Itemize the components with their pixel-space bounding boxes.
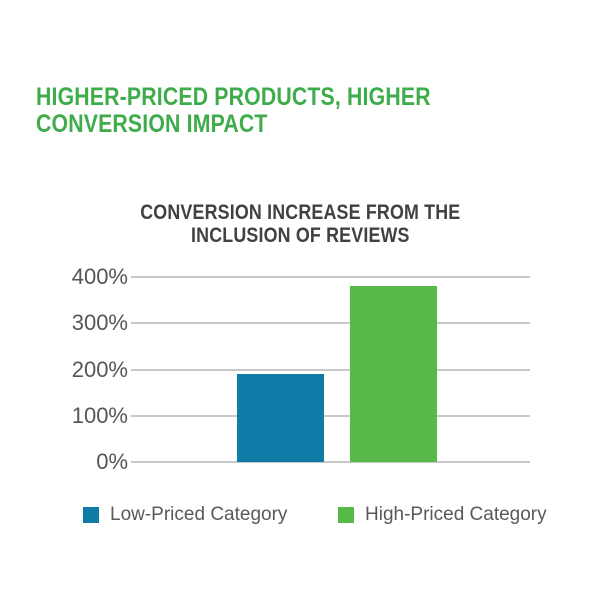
- legend-item-high-priced: High-Priced Category: [338, 505, 547, 524]
- legend-label-high-priced: High-Priced Category: [365, 504, 547, 525]
- headline: HIGHER-PRICED PRODUCTS, HIGHER CONVERSIO…: [36, 84, 500, 138]
- legend-swatch-low-priced: [83, 506, 99, 523]
- gridline-100: [131, 414, 530, 417]
- gridline-400: [131, 276, 530, 278]
- y-tick-label-100: 100%: [71, 402, 128, 428]
- y-tick-label-200: 200%: [71, 356, 128, 382]
- headline-text: HIGHER-PRICED PRODUCTS, HIGHER CONVERSIO…: [36, 83, 431, 138]
- y-axis-labels: 400% 300% 200% 100% 0%: [0, 266, 128, 473]
- y-tick-label-400: 400%: [71, 264, 128, 289]
- bar-low-priced-category: [237, 374, 324, 462]
- chart-title-text: CONVERSION INCREASE FROM THE INCLUSION O…: [139, 201, 461, 247]
- y-tick-label-0: 0%: [96, 449, 128, 474]
- bar-high-priced-category: [350, 286, 437, 462]
- legend-swatch-high-priced: [338, 506, 354, 523]
- chart-title: CONVERSION INCREASE FROM THE INCLUSION O…: [0, 201, 600, 247]
- gridline-200: [131, 368, 530, 371]
- legend-label-low-priced: Low-Priced Category: [110, 504, 288, 525]
- gridline-0: [131, 461, 530, 463]
- legend-item-low-priced: Low-Priced Category: [83, 505, 287, 524]
- y-tick-label-300: 300%: [71, 310, 128, 336]
- plot-area: [131, 276, 530, 463]
- gridline-300: [131, 322, 530, 325]
